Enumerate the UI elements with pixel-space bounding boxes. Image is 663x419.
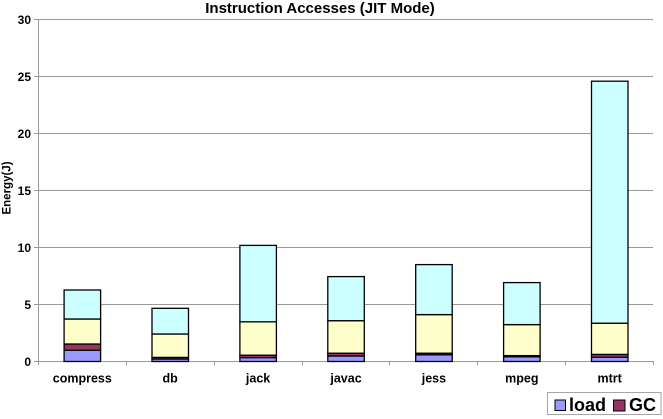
svg-text:load: load	[569, 395, 606, 415]
svg-text:25: 25	[18, 70, 32, 84]
svg-text:5: 5	[24, 298, 31, 312]
svg-text:compress: compress	[53, 372, 112, 386]
svg-text:jack: jack	[245, 372, 270, 386]
svg-text:Energy(J): Energy(J)	[2, 161, 14, 214]
svg-text:Instruction Accesses (JIT Mode: Instruction Accesses (JIT Mode)	[205, 0, 435, 17]
svg-text:GC: GC	[629, 395, 656, 415]
svg-text:mpeg: mpeg	[505, 372, 538, 386]
svg-text:jess: jess	[421, 372, 446, 386]
svg-text:javac: javac	[329, 372, 361, 386]
svg-text:20: 20	[18, 127, 32, 141]
svg-text:15: 15	[18, 184, 32, 198]
svg-text:mtrt: mtrt	[598, 372, 623, 386]
svg-text:10: 10	[18, 241, 32, 255]
svg-text:0: 0	[24, 355, 31, 369]
svg-text:30: 30	[18, 13, 32, 27]
svg-text:db: db	[163, 372, 179, 386]
